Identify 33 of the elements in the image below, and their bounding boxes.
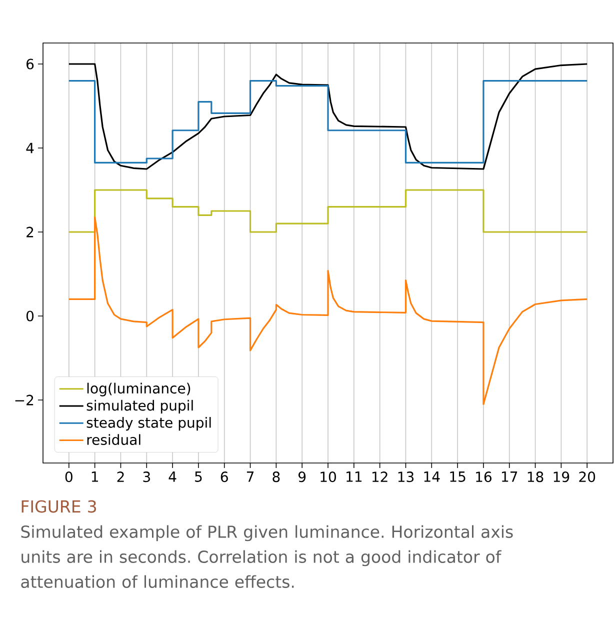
x-tick-label: 11: [346, 472, 362, 482]
x-tick-label: 12: [372, 472, 388, 482]
x-tick-label: 13: [398, 472, 414, 482]
x-tick-label: 17: [502, 472, 518, 482]
legend-label: steady state pupil: [86, 417, 211, 431]
legend-label: residual: [87, 434, 140, 446]
x-tick-label: 8: [272, 472, 280, 482]
x-tick-label: 16: [476, 472, 492, 482]
caption: FIGURE 3: [22, 500, 96, 513]
y-tick-label: −2: [15, 394, 34, 406]
y-tick-label: 0: [26, 310, 34, 322]
x-tick-label: 1: [92, 472, 98, 482]
x-tick-label: 14: [424, 472, 440, 482]
x-tick-label: 20: [579, 472, 596, 482]
x-tick-label: 9: [298, 472, 306, 482]
x-tick-label: 2: [117, 472, 124, 482]
y-tick-label: 4: [26, 142, 34, 154]
x-tick-label: 15: [450, 472, 466, 482]
x-tick-label: 19: [554, 472, 570, 482]
x-tick-label: 3: [143, 472, 150, 482]
x-tick-label: 18: [528, 472, 544, 482]
y-tick-label: 2: [26, 226, 34, 238]
x-tick-label: 5: [195, 472, 202, 482]
x-tick-label: 6: [220, 472, 228, 482]
x-tick-label: 0: [65, 472, 72, 482]
legend-label: simulated pupil: [86, 400, 193, 414]
x-tick-label: 10: [320, 472, 336, 482]
y-tick-label: 6: [26, 58, 34, 70]
x-tick-label: 4: [168, 472, 176, 482]
x-tick-label: 7: [246, 472, 254, 482]
line-series: [68, 63, 588, 170]
legend-label: log(luminance): [87, 382, 190, 396]
text: Simulated example of PLR given luminance. Horizontal axis units are in seconds. Correlation is not a good indicator of attenuation of luminance effects.: [21, 525, 513, 588]
